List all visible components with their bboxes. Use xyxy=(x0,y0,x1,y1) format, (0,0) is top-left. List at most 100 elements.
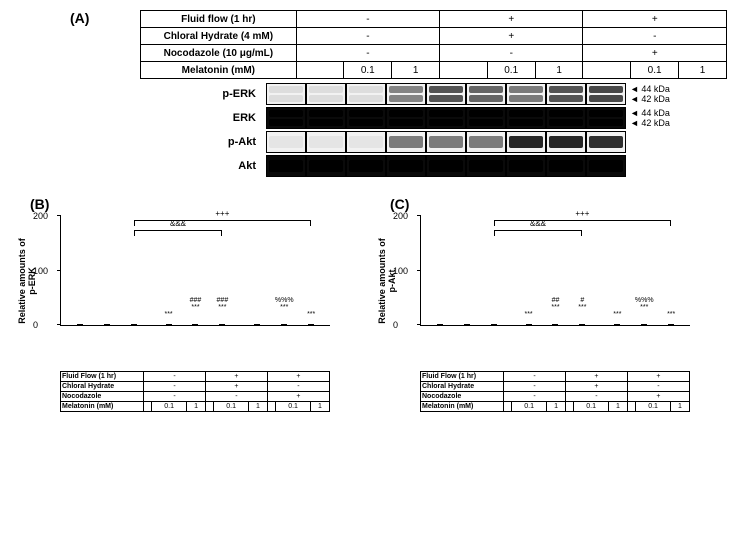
chart-perk: Relative amounts of p-ERK0100200***###**… xyxy=(10,191,340,371)
kda-label: ◄ 44 kDa◄ 42 kDa xyxy=(630,108,670,128)
mini-cell xyxy=(267,402,275,412)
mini-cell: - xyxy=(504,392,566,402)
mini-cell: + xyxy=(627,392,689,402)
mini-cell xyxy=(565,402,573,412)
mini-cell: 1 xyxy=(249,402,268,412)
cond-cell xyxy=(440,62,488,79)
cond-cell: 1 xyxy=(679,62,727,79)
y-tick: 0 xyxy=(33,320,38,330)
blot-lane xyxy=(506,155,546,177)
y-tick: 200 xyxy=(33,211,48,221)
cond-cell: + xyxy=(440,11,583,28)
blot-lane xyxy=(466,131,506,153)
comparison-bracket: +++ xyxy=(134,220,312,221)
mini-cell: 1 xyxy=(671,402,690,412)
significance-marker: ###*** xyxy=(190,297,202,311)
blot-lane xyxy=(306,83,346,105)
blot-lane xyxy=(426,107,466,129)
mini-cell: - xyxy=(627,382,689,392)
blot-lane xyxy=(386,131,426,153)
western-blots: p-ERK◄ 44 kDa◄ 42 kDaERK◄ 44 kDa◄ 42 kDa… xyxy=(106,83,727,177)
blot-lane xyxy=(506,83,546,105)
mini-cell: + xyxy=(565,382,627,392)
y-tick: 0 xyxy=(393,320,398,330)
mini-cell: - xyxy=(267,382,329,392)
mini-row-label: Melatonin (mM) xyxy=(421,402,504,412)
mini-row-label: Fluid Flow (1 hr) xyxy=(61,372,144,382)
blot-lane xyxy=(586,83,626,105)
blot-lane xyxy=(426,131,466,153)
mini-cell: - xyxy=(565,392,627,402)
blot-lane xyxy=(426,155,466,177)
mini-cell xyxy=(504,402,512,412)
cond-cell: 0.1 xyxy=(487,62,535,79)
blot-lane xyxy=(466,155,506,177)
significance-marker: *** xyxy=(524,311,532,318)
mini-row-label: Melatonin (mM) xyxy=(61,402,144,412)
significance-marker: *** xyxy=(667,311,675,318)
mini-cell: 0.1 xyxy=(574,402,609,412)
blot-lane xyxy=(306,155,346,177)
blot-lane xyxy=(546,155,586,177)
mini-row-label: Chloral Hydrate xyxy=(61,382,144,392)
cond-cell: 0.1 xyxy=(631,62,679,79)
cond-cell: - xyxy=(296,45,439,62)
mini-table-c: Fluid Flow (1 hr)-++Chloral Hydrate-+-No… xyxy=(370,371,700,412)
blot-lane xyxy=(306,131,346,153)
blot-lane xyxy=(546,107,586,129)
blot-lane xyxy=(266,107,306,129)
mini-cell: + xyxy=(565,372,627,382)
mini-cell: + xyxy=(267,392,329,402)
mini-cell: 0.1 xyxy=(276,402,311,412)
blot-lane xyxy=(466,107,506,129)
mini-cell xyxy=(144,402,152,412)
mini-row-label: Chloral Hydrate xyxy=(421,382,504,392)
blot-lane xyxy=(346,155,386,177)
comparison-bracket: &&& xyxy=(134,230,223,231)
significance-marker: *** xyxy=(164,311,172,318)
cond-row-label: Nocodazole (10 μg/mL) xyxy=(141,45,297,62)
blot-lane xyxy=(546,131,586,153)
blot-lane xyxy=(386,83,426,105)
y-tick: 100 xyxy=(393,266,408,276)
mini-cell: 0.1 xyxy=(512,402,547,412)
cond-cell: 0.1 xyxy=(344,62,392,79)
blot-lane xyxy=(346,131,386,153)
cond-cell: - xyxy=(440,45,583,62)
mini-row-label: Nocodazole xyxy=(421,392,504,402)
cond-cell: 1 xyxy=(392,62,440,79)
cond-cell: + xyxy=(583,11,727,28)
cond-row-label: Chloral Hydrate (4 mM) xyxy=(141,28,297,45)
mini-row-label: Fluid Flow (1 hr) xyxy=(421,372,504,382)
mini-cell: + xyxy=(627,372,689,382)
y-tick: 200 xyxy=(393,211,408,221)
significance-marker: %%%*** xyxy=(635,297,654,311)
blot-lane xyxy=(266,131,306,153)
mini-cell: 1 xyxy=(547,402,566,412)
y-axis-label: Relative amounts of p-ERK xyxy=(17,238,37,324)
mini-cell: + xyxy=(205,382,267,392)
condition-table: Fluid flow (1 hr)-++Chloral Hydrate (4 m… xyxy=(140,10,727,79)
blot-lane xyxy=(586,107,626,129)
blot-lane xyxy=(506,131,546,153)
cond-cell: - xyxy=(583,28,727,45)
blot-lane xyxy=(506,107,546,129)
mini-cell: - xyxy=(504,372,566,382)
mini-table-b: Fluid Flow (1 hr)-++Chloral Hydrate-+-No… xyxy=(10,371,340,412)
blot-lane xyxy=(386,155,426,177)
cond-row-label: Fluid flow (1 hr) xyxy=(141,11,297,28)
cond-cell xyxy=(583,62,631,79)
blot-lane xyxy=(346,83,386,105)
blot-lane xyxy=(586,131,626,153)
blot-lane xyxy=(466,83,506,105)
blot-lane xyxy=(586,155,626,177)
blot-label: Akt xyxy=(106,160,266,172)
blot-lane xyxy=(546,83,586,105)
blot-lane xyxy=(346,107,386,129)
blot-lane xyxy=(386,107,426,129)
mini-cell: - xyxy=(144,372,206,382)
cond-cell: - xyxy=(296,28,439,45)
mini-cell: 0.1 xyxy=(152,402,187,412)
cond-cell xyxy=(296,62,344,79)
blot-lane xyxy=(306,107,346,129)
